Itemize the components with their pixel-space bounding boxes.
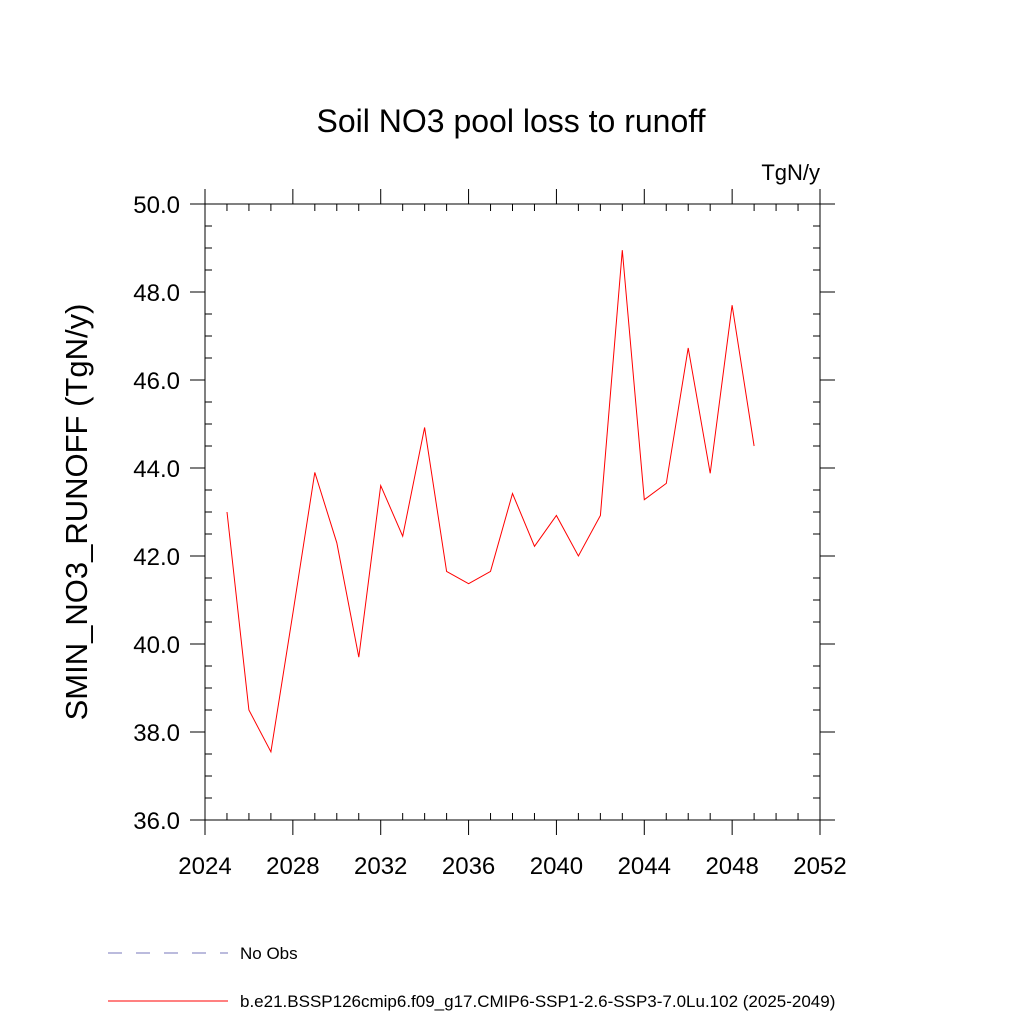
plot-frame	[204, 203, 821, 821]
y-tick-label: 36.0	[133, 808, 180, 835]
units-label: TgN/y	[761, 160, 820, 185]
y-tick-label: 50.0	[133, 192, 180, 219]
x-tick-label: 2028	[266, 853, 319, 880]
x-tick-label: 2036	[442, 853, 495, 880]
y-tick-label: 38.0	[133, 720, 180, 747]
legend-label: No Obs	[240, 944, 298, 963]
series-layer	[226, 250, 755, 754]
y-tick-label: 46.0	[133, 368, 180, 395]
axes: 2024 2028 2032 2036 2040 2044 2048 2052 36.0 38.0…	[133, 189, 847, 880]
x-tick-label: 2032	[354, 853, 407, 880]
x-tick-label: 2052	[793, 853, 846, 880]
y-tick-label: 40.0	[133, 632, 180, 659]
legend: No Obs b.e21.BSSP126cmip6.f09_g17.CMIP6-S…	[108, 944, 835, 1011]
x-tick-label: 2044	[618, 853, 671, 880]
y-tick-label: 48.0	[133, 280, 180, 307]
chart-title: Soil NO3 pool loss to runoff	[317, 103, 706, 139]
legend-label: b.e21.BSSP126cmip6.f09_g17.CMIP6-SSP1-2.…	[240, 992, 835, 1011]
x-tick-label: 2024	[178, 853, 231, 880]
series-line	[226, 250, 755, 754]
x-tick-label: 2048	[705, 853, 758, 880]
y-axis-label: SMIN_NO3_RUNOFF (TgN/y)	[59, 304, 94, 721]
y-tick-label: 42.0	[133, 544, 180, 571]
y-tick-label: 44.0	[133, 456, 180, 483]
x-tick-label: 2040	[530, 853, 583, 880]
